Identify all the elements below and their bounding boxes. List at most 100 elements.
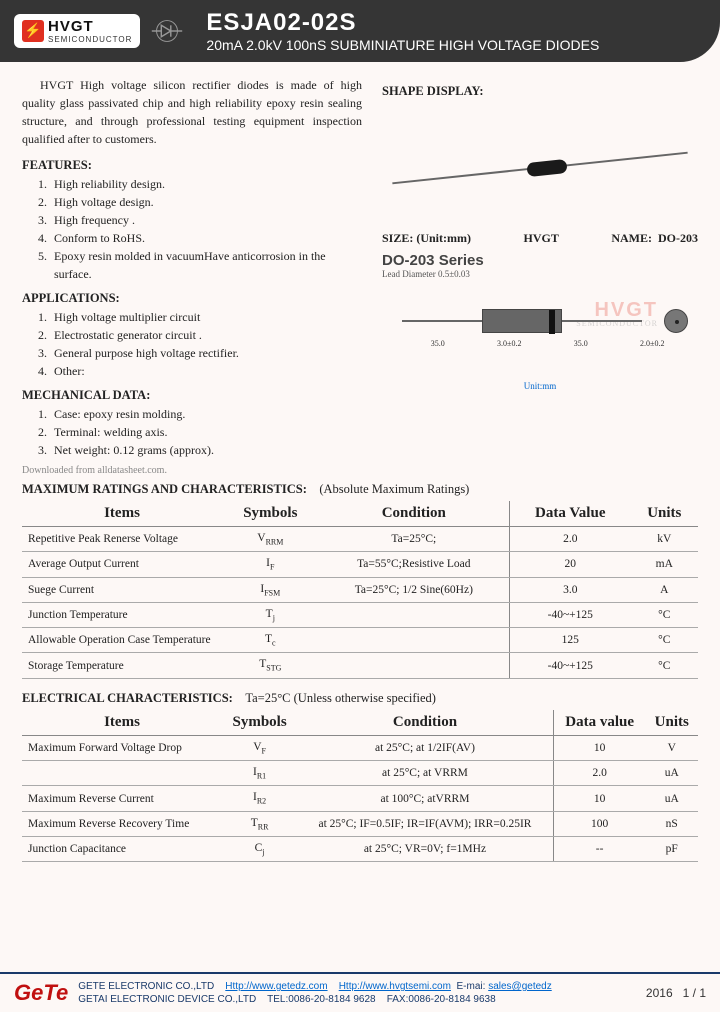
lead-diameter: Lead Diameter 0.5±0.03 xyxy=(382,269,698,279)
size-brand: HVGT xyxy=(523,231,558,246)
dim-val: 35.0 xyxy=(402,339,474,348)
cell-symbol: Cj xyxy=(222,836,297,861)
footer-page: 1 / 1 xyxy=(683,986,706,1000)
subtitle: 20mA 2.0kV 100nS SUBMINIATURE HIGH VOLTA… xyxy=(206,37,599,53)
lead-wire xyxy=(548,152,687,169)
cell-value: 2.0 xyxy=(509,527,630,552)
cell-unit: °C xyxy=(631,628,698,653)
th-datavalue: Data value xyxy=(553,710,645,736)
cell-symbol: IFSM xyxy=(222,577,319,602)
cell-value: 20 xyxy=(509,552,630,577)
header-bar: ⚡ HVGT SEMICONDUCTOR ESJA02-02S 20mA 2.0… xyxy=(0,0,720,62)
cell-symbol: Tc xyxy=(222,628,319,653)
th-units: Units xyxy=(646,710,698,736)
th-condition: Condition xyxy=(319,501,510,527)
cell-condition xyxy=(319,602,510,627)
cell-symbol: Tj xyxy=(222,602,319,627)
cell-symbol: VF xyxy=(222,735,297,760)
cell-condition xyxy=(319,628,510,653)
max-cond-text: (Absolute Maximum Ratings) xyxy=(319,482,469,496)
table-row: Suege CurrentIFSMTa=25°C; 1/2 Sine(60Hz)… xyxy=(22,577,698,602)
cell-item xyxy=(22,761,222,786)
list-item: Case: epoxy resin molding. xyxy=(50,405,362,423)
cell-unit: °C xyxy=(631,602,698,627)
cell-item: Storage Temperature xyxy=(22,653,222,678)
dim-band xyxy=(549,310,555,334)
footer-email[interactable]: sales@getedz xyxy=(488,981,552,992)
th-condition: Condition xyxy=(297,710,553,736)
dim-val: 2.0±0.2 xyxy=(617,339,689,348)
cell-unit: uA xyxy=(646,786,698,811)
footer-info: GETE ELECTRONIC CO.,LTD Http://www.geted… xyxy=(78,980,636,1006)
dim-labels: 35.0 3.0±0.2 35.0 2.0±0.2 xyxy=(402,339,688,348)
cell-item: Maximum Reverse Current xyxy=(22,786,222,811)
bolt-icon: ⚡ xyxy=(22,20,44,42)
cell-unit: V xyxy=(646,735,698,760)
cell-unit: °C xyxy=(631,653,698,678)
diode-body xyxy=(526,159,567,177)
cell-value: 10 xyxy=(553,786,645,811)
page: ⚡ HVGT SEMICONDUCTOR ESJA02-02S 20mA 2.0… xyxy=(0,0,720,1012)
dim-val: 3.0±0.2 xyxy=(474,339,546,348)
company1: GETE ELECTRONIC CO.,LTD xyxy=(78,981,214,992)
table-row: Junction TemperatureTj-40~+125°C xyxy=(22,602,698,627)
th-items: Items xyxy=(22,501,222,527)
features-list: High reliability design. High voltage de… xyxy=(50,175,362,283)
cell-unit: uA xyxy=(646,761,698,786)
table-header-row: Items Symbols Condition Data value Units xyxy=(22,710,698,736)
size-row: SIZE: (Unit:mm) HVGT NAME: DO-203 xyxy=(382,231,698,246)
list-item: Electrostatic generator circuit . xyxy=(50,326,362,344)
cell-condition: at 25°C; VR=0V; f=1MHz xyxy=(297,836,553,861)
page-number: 2016 1 / 1 xyxy=(646,986,706,1000)
list-item: High frequency . xyxy=(50,211,362,229)
intro-text: HVGT High voltage silicon rectifier diod… xyxy=(22,76,362,148)
list-item: Epoxy resin molded in vacuumHave anticor… xyxy=(50,247,362,283)
cell-symbol: TRR xyxy=(222,811,297,836)
elec-table: Items Symbols Condition Data value Units… xyxy=(22,710,698,862)
cell-condition: Ta=55°C;Resistive Load xyxy=(319,552,510,577)
list-item: Net weight: 0.12 grams (approx). xyxy=(50,441,362,459)
footer-link[interactable]: Http://www.getedz.com xyxy=(225,981,327,992)
cell-value: 3.0 xyxy=(509,577,630,602)
cell-value: -- xyxy=(553,836,645,861)
elec-title-text: ELECTRICAL CHARACTERISTICS: xyxy=(22,691,233,705)
dim-end-view xyxy=(664,309,688,333)
cell-symbol: IR1 xyxy=(222,761,297,786)
left-column: HVGT High voltage silicon rectifier diod… xyxy=(22,76,362,459)
elec-title: ELECTRICAL CHARACTERISTICS: Ta=25°C (Unl… xyxy=(22,691,698,706)
table-row: Maximum Reverse Recovery TimeTRRat 25°C;… xyxy=(22,811,698,836)
dim-body xyxy=(482,309,562,333)
right-column: SHAPE DISPLAY: SIZE: (Unit:mm) HVGT NAME… xyxy=(382,76,698,459)
do-series: DO-203 Series xyxy=(382,252,698,269)
title-block: ESJA02-02S 20mA 2.0kV 100nS SUBMINIATURE… xyxy=(206,9,599,53)
cell-unit: pF xyxy=(646,836,698,861)
logo-brand: HVGT xyxy=(48,18,132,35)
cell-item: Maximum Reverse Recovery Time xyxy=(22,811,222,836)
cell-value: 2.0 xyxy=(553,761,645,786)
footer-link[interactable]: Http://www.hvgtsemi.com xyxy=(339,981,451,992)
gete-logo: GeTe xyxy=(14,980,68,1006)
cell-value: -40~+125 xyxy=(509,653,630,678)
cell-symbol: IF xyxy=(222,552,319,577)
cell-unit: A xyxy=(631,577,698,602)
cell-item: Maximum Forward Voltage Drop xyxy=(22,735,222,760)
size-name: DO-203 xyxy=(658,231,698,245)
part-number: ESJA02-02S xyxy=(206,9,599,37)
max-ratings-title: MAXIMUM RATINGS AND CHARACTERISTICS: (Ab… xyxy=(22,482,698,497)
th-units: Units xyxy=(631,501,698,527)
table-row: Allowable Operation Case TemperatureTc12… xyxy=(22,628,698,653)
max-ratings-table: Items Symbols Condition Data Value Units… xyxy=(22,501,698,679)
cell-condition: at 25°C; at 1/2IF(AV) xyxy=(297,735,553,760)
mechanical-list: Case: epoxy resin molding. Terminal: wel… xyxy=(50,405,362,459)
company2: GETAI ELECTRONIC DEVICE CO.,LTD xyxy=(78,994,256,1005)
list-item: Other: xyxy=(50,362,362,380)
max-title-text: MAXIMUM RATINGS AND CHARACTERISTICS: xyxy=(22,482,307,496)
dim-lead xyxy=(402,320,482,322)
cell-condition: at 100°C; atVRRM xyxy=(297,786,553,811)
cell-item: Average Output Current xyxy=(22,552,222,577)
cell-item: Suege Current xyxy=(22,577,222,602)
table-header-row: Items Symbols Condition Data Value Units xyxy=(22,501,698,527)
cell-value: 125 xyxy=(509,628,630,653)
logo-text: HVGT SEMICONDUCTOR xyxy=(48,18,132,44)
diode-icon xyxy=(148,19,186,43)
